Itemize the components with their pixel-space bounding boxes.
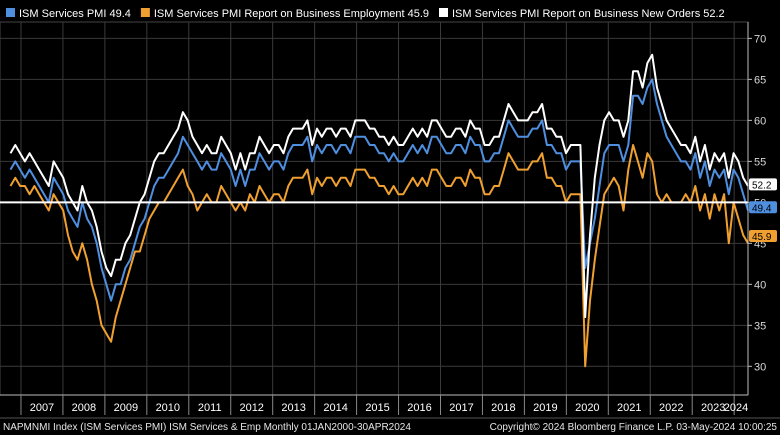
y-tick-label: 60 xyxy=(754,115,766,127)
footer-left: NAPMNMI Index (ISM Services PMI) ISM Ser… xyxy=(3,422,411,433)
x-axis: 2007 2008 2009 2010 2011 2012 2013 2014 2015 2016… xyxy=(0,394,748,415)
value-badge-bg xyxy=(749,229,777,242)
legend-swatch xyxy=(6,8,15,17)
series-line-2 xyxy=(9,53,749,319)
x-tick-label: 2011 xyxy=(198,402,222,414)
footer-right: Copyright© 2024 Bloomberg Finance L.P. 0… xyxy=(490,422,778,433)
x-tick-label: 2017 xyxy=(449,402,473,414)
last-value-badges: 49.4 45.9 52.2 xyxy=(749,178,777,243)
x-tick-label: 2016 xyxy=(407,402,431,414)
legend-entry: ISM Services PMI Report on Business Empl… xyxy=(154,8,429,20)
x-tick-label: 2014 xyxy=(323,402,347,414)
series-line-0 xyxy=(9,78,749,302)
legend-swatch xyxy=(140,8,150,17)
legend: ISM Services PMI 49.4 ISM Services PMI Re… xyxy=(6,8,725,20)
x-tick-label: 2007 xyxy=(30,402,54,414)
series-line-1 xyxy=(9,144,749,368)
x-tick-label: 2010 xyxy=(156,402,180,414)
x-tick-label: 2008 xyxy=(72,402,96,414)
y-tick-label: 55 xyxy=(754,156,766,168)
x-tick-label: 2021 xyxy=(617,402,641,414)
y-tick-label: 35 xyxy=(754,320,766,332)
y-tick-label: 70 xyxy=(754,33,766,45)
x-tick-label: 2018 xyxy=(491,402,515,414)
series-lines xyxy=(9,53,749,368)
x-tick-label: 2012 xyxy=(239,402,263,414)
x-tick-label: 2019 xyxy=(533,402,557,414)
x-tick-label: 2015 xyxy=(365,402,389,414)
y-tick-label: 40 xyxy=(754,279,766,291)
value-badge-bg xyxy=(749,178,777,191)
x-tick-label: 2009 xyxy=(114,402,138,414)
value-badge-bg xyxy=(749,201,777,214)
x-tick-label: 2013 xyxy=(281,402,305,414)
y-tick-label: 30 xyxy=(754,361,766,373)
x-tick-label: 2024 xyxy=(724,402,748,414)
legend-swatch xyxy=(439,8,448,17)
legend-entry: ISM Services PMI 49.4 xyxy=(19,8,131,20)
value-badge: 45.9 xyxy=(752,232,772,243)
x-tick-label: 2023 xyxy=(701,402,725,414)
value-badge: 52.2 xyxy=(752,180,772,191)
legend-entry: ISM Services PMI Report on Business New … xyxy=(452,8,725,20)
value-badge: 49.4 xyxy=(752,203,772,214)
x-tick-label: 2022 xyxy=(659,402,683,414)
y-tick-label: 65 xyxy=(754,74,766,86)
x-tick-label: 2020 xyxy=(575,402,599,414)
